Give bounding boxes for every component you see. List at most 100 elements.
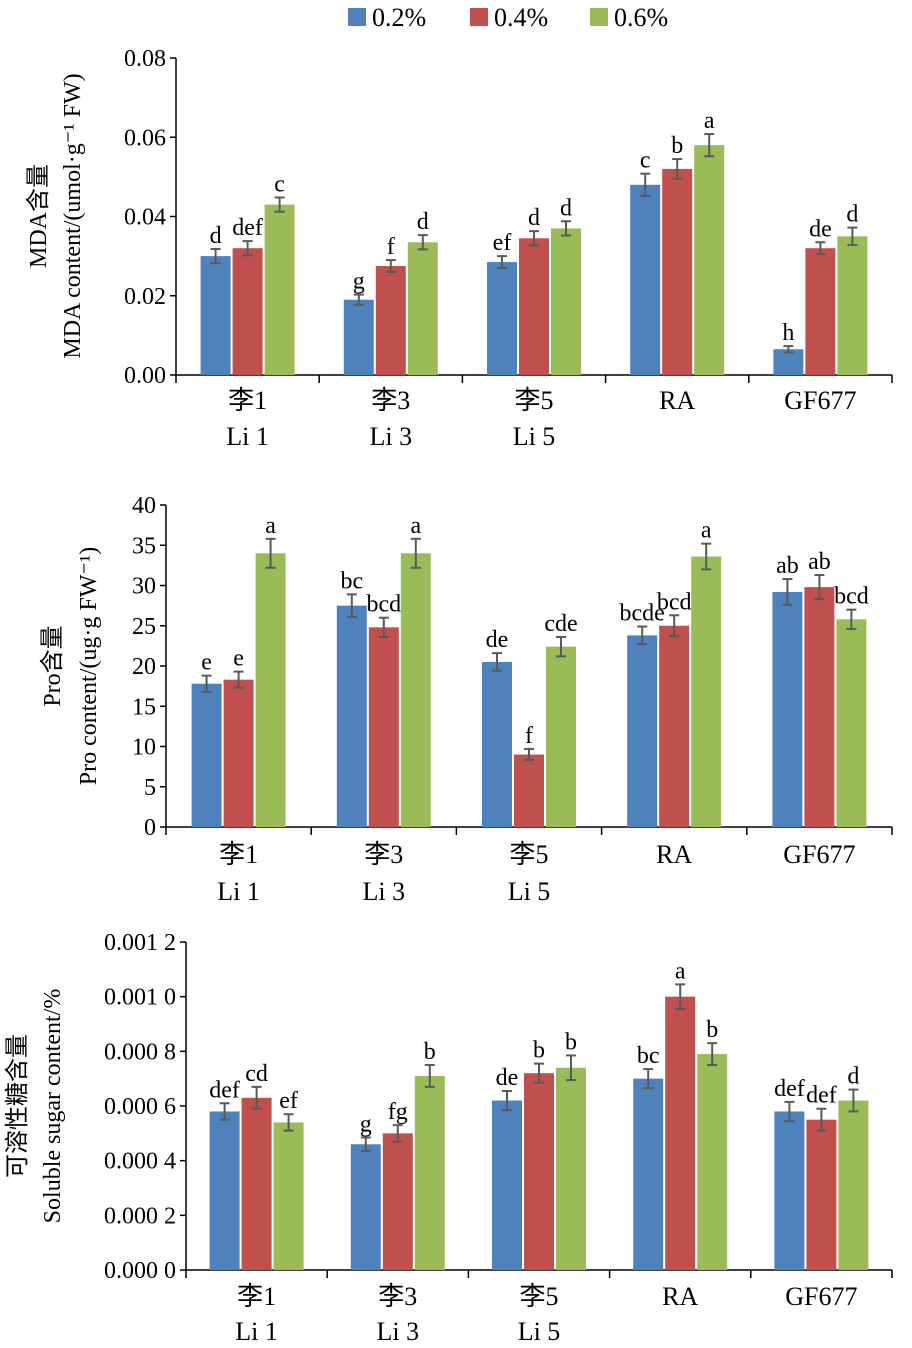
significance-letter: ab bbox=[808, 549, 831, 575]
y-tick-label: 5 bbox=[144, 775, 156, 801]
x-category-label: 李5 bbox=[514, 386, 553, 415]
y-tick-label: 0.000 4 bbox=[104, 1149, 176, 1175]
bar bbox=[273, 1122, 304, 1270]
significance-letter: def bbox=[209, 1077, 240, 1103]
significance-letter: b bbox=[565, 1029, 577, 1055]
significance-letter: e bbox=[201, 650, 212, 676]
x-category-label: 李5 bbox=[519, 1282, 558, 1311]
bar bbox=[772, 591, 803, 827]
significance-letter: de bbox=[496, 1065, 519, 1091]
significance-letter: a bbox=[675, 958, 686, 984]
x-category-label: 李3 bbox=[364, 840, 403, 869]
bar bbox=[665, 996, 696, 1270]
bar bbox=[773, 349, 804, 375]
y-tick-label: 0.000 6 bbox=[104, 1094, 176, 1120]
y-tick-label: 0.000 2 bbox=[104, 1203, 176, 1229]
bar bbox=[838, 1100, 869, 1270]
bar bbox=[255, 553, 286, 827]
legend: 0.2% 0.4% 0.6% bbox=[348, 3, 668, 32]
y-tick-label: 10 bbox=[132, 735, 156, 761]
significance-letter: f bbox=[387, 234, 395, 260]
y-tick-label: 0.04 bbox=[124, 205, 166, 231]
x-category-label-en: Li 5 bbox=[513, 422, 556, 451]
x-category-label: RA bbox=[656, 840, 692, 869]
y-tick-label: 25 bbox=[132, 614, 156, 640]
y-tick-label: 0.000 8 bbox=[104, 1039, 176, 1065]
y-axis-title-cn: MDA含量 bbox=[25, 164, 52, 268]
y-axis-title-en: Soluble sugar content/% bbox=[40, 989, 66, 1224]
bar bbox=[232, 248, 263, 375]
significance-letter: bcd bbox=[657, 589, 692, 615]
significance-letter: g bbox=[360, 1111, 372, 1137]
significance-letter: a bbox=[701, 518, 712, 544]
x-category-label: GF677 bbox=[784, 386, 856, 415]
y-tick-label: 0.08 bbox=[124, 46, 166, 72]
bar bbox=[382, 1133, 413, 1270]
y-tick-label: 0.000 0 bbox=[104, 1258, 176, 1284]
x-category-label: 李1 bbox=[228, 386, 267, 415]
y-tick-label: 35 bbox=[132, 533, 156, 559]
bar bbox=[350, 1144, 381, 1270]
bar bbox=[264, 204, 295, 375]
bar bbox=[209, 1111, 240, 1270]
x-category-label-en: Li 3 bbox=[376, 1317, 419, 1346]
significance-letter: def bbox=[806, 1083, 837, 1109]
bar bbox=[414, 1075, 445, 1270]
significance-letter: bcd bbox=[366, 592, 401, 618]
significance-letter: cde bbox=[544, 611, 577, 637]
y-tick-label: 0.00 bbox=[124, 363, 166, 389]
significance-letter: b bbox=[671, 133, 683, 159]
y-axis-title-cn: Pro含量 bbox=[39, 625, 66, 706]
x-category-label-en: Li 5 bbox=[518, 1317, 561, 1346]
significance-letter: b bbox=[706, 1017, 718, 1043]
significance-letter: ef bbox=[279, 1088, 298, 1114]
significance-letter: a bbox=[410, 513, 421, 539]
significance-letter: def bbox=[232, 215, 263, 241]
y-tick-label: 15 bbox=[132, 694, 156, 720]
y-tick-label: 30 bbox=[132, 574, 156, 600]
y-tick-label: 0.001 2 bbox=[104, 930, 176, 956]
bar bbox=[836, 619, 867, 827]
x-category-label: 李5 bbox=[509, 840, 548, 869]
soluble-sugar-chart-panel: 0.000 0 0.000 2 0.000 4 0.000 6 0.000 8 0.001… bbox=[4, 930, 893, 1346]
significance-letter: d bbox=[847, 1064, 859, 1090]
y-tick-label: 20 bbox=[132, 654, 156, 680]
bar bbox=[551, 228, 581, 375]
bar bbox=[556, 1067, 586, 1270]
significance-letter: bc bbox=[340, 568, 363, 594]
bar bbox=[375, 266, 406, 375]
significance-letter: a bbox=[265, 513, 276, 539]
x-category-label: 李3 bbox=[371, 386, 410, 415]
bar bbox=[241, 1097, 272, 1270]
bar bbox=[336, 605, 367, 827]
significance-letter: c bbox=[274, 171, 285, 197]
significance-letter: de bbox=[486, 627, 509, 653]
bar bbox=[482, 661, 512, 827]
bar bbox=[774, 1111, 805, 1270]
significance-letter: bc bbox=[637, 1043, 660, 1069]
x-category-label: RA bbox=[659, 386, 695, 415]
significance-letter: d bbox=[846, 202, 858, 228]
x-category-label: GF677 bbox=[783, 840, 855, 869]
significance-letter: bcde bbox=[620, 601, 665, 627]
y-axis-title-en: MDA content/(umol·g⁻¹ FW) bbox=[60, 73, 86, 358]
significance-letter: de bbox=[809, 216, 832, 242]
x-category-label-en: Li 3 bbox=[362, 877, 405, 906]
bar bbox=[694, 145, 725, 375]
significance-letter: d bbox=[210, 223, 222, 249]
bar bbox=[524, 1073, 554, 1270]
legend-swatch-0.6 bbox=[590, 8, 608, 26]
bar bbox=[407, 242, 438, 375]
bar bbox=[630, 184, 661, 375]
significance-letter: c bbox=[640, 148, 651, 174]
bar bbox=[837, 236, 868, 375]
significance-letter: ef bbox=[493, 230, 512, 256]
significance-letter: def bbox=[774, 1076, 805, 1102]
bar bbox=[368, 627, 399, 827]
bar bbox=[400, 553, 431, 827]
x-category-label-en: Li 1 bbox=[235, 1317, 278, 1346]
significance-letter: b bbox=[533, 1038, 545, 1064]
